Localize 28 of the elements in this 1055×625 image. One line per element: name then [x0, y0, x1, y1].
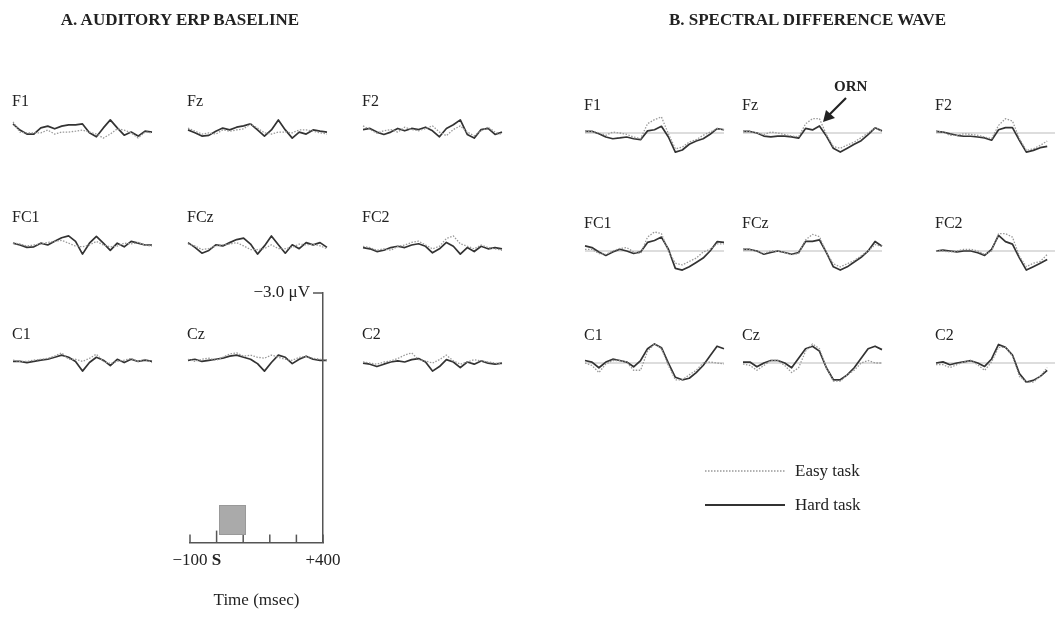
text: −3.0 μV	[253, 282, 311, 302]
chart-title: F2	[362, 92, 379, 110]
chart-title: FCz	[187, 208, 214, 226]
text: S	[211, 549, 222, 569]
text: ORN	[834, 78, 868, 95]
chart-title: C1	[584, 326, 603, 344]
chart-title: C2	[362, 325, 381, 343]
legend-label: Hard task	[795, 495, 861, 515]
chart-title: FC1	[584, 214, 612, 232]
chart-title: F1	[12, 92, 29, 110]
chart-title: FC2	[935, 214, 963, 232]
chart-title: Fz	[187, 92, 203, 110]
chart-title: F2	[935, 96, 952, 114]
chart-title: C2	[935, 326, 954, 344]
chart-title: Fz	[742, 96, 758, 114]
chart-title: FCz	[742, 214, 769, 232]
chart-title: Cz	[187, 325, 205, 343]
text: B. SPECTRAL DIFFERENCE WAVE	[667, 10, 948, 30]
chart-title: FC2	[362, 208, 390, 226]
chart-title: Cz	[742, 326, 760, 344]
text: +400	[305, 550, 341, 570]
text: A. AUDITORY ERP BASELINE	[59, 10, 301, 30]
text: −100	[172, 550, 208, 570]
chart-title: C1	[12, 325, 31, 343]
chart-title: F1	[584, 96, 601, 114]
chart-title: FC1	[12, 208, 40, 226]
legend-label: Easy task	[795, 461, 860, 481]
text: Time (msec)	[213, 590, 300, 610]
